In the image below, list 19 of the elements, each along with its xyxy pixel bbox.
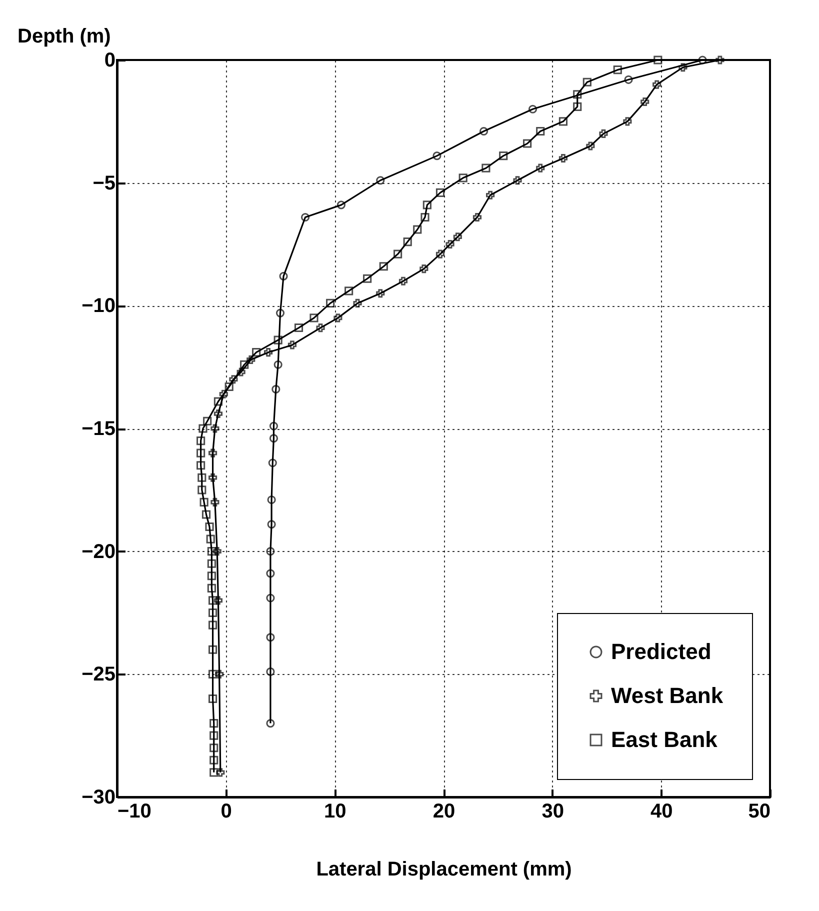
y-tick-label: −5 xyxy=(92,172,116,194)
y-tick-label: −10 xyxy=(82,295,116,318)
y-tick-label: −30 xyxy=(82,786,116,808)
y-axis-title: Depth (m) xyxy=(18,26,111,48)
x-tick-label: 10 xyxy=(324,800,346,822)
x-axis-title: Lateral Displacement (mm) xyxy=(316,858,572,880)
x-tick-label: 20 xyxy=(432,800,456,822)
legend-label: Predicted xyxy=(611,639,712,664)
x-tick-label: −10 xyxy=(118,800,152,822)
y-tick-label: 0 xyxy=(104,50,116,72)
x-tick-label: 30 xyxy=(542,800,564,822)
y-tick-label: −20 xyxy=(82,540,116,563)
x-tick-label: 50 xyxy=(748,800,770,822)
y-tick-label: −15 xyxy=(82,418,116,440)
x-tick-label: 40 xyxy=(650,800,673,822)
x-tick-label: 0 xyxy=(220,800,232,822)
y-tick-label: −25 xyxy=(82,664,116,686)
legend-label: East Bank xyxy=(611,727,718,752)
legend-label: West Bank xyxy=(611,683,724,708)
